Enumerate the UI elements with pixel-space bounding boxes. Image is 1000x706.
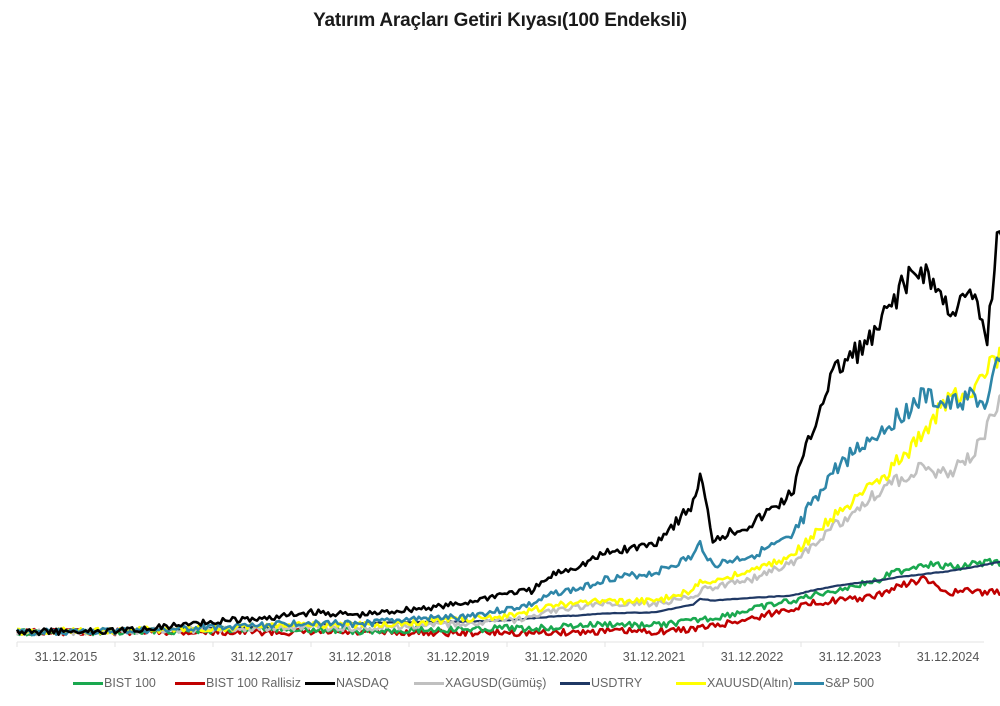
x-axis-label: 31.12.2016: [132, 650, 196, 664]
legend-swatch-icon: [73, 681, 103, 685]
x-axis-label: 31.12.2022: [720, 650, 784, 664]
chart-title: Yatırım Araçları Getiri Kıyası(100 Endek…: [313, 10, 687, 31]
series-line-xagusd: [16, 393, 1000, 637]
legend-item-nasdaq: NASDAQ: [305, 676, 389, 690]
legend-swatch-icon: [560, 681, 590, 685]
legend-item-sp500: S&P 500: [794, 676, 874, 690]
legend-item-usdtry: USDTRY: [560, 676, 642, 690]
legend-label: S&P 500: [825, 676, 875, 690]
legend-swatch-icon: [305, 681, 335, 685]
x-axis-label: 31.12.2015: [34, 650, 98, 664]
x-axis-ticks: [16, 642, 900, 647]
legend-swatch-icon: [414, 681, 444, 685]
legend-swatch-icon: [794, 681, 824, 685]
legend-label: BIST 100 Rallisiz: [206, 676, 301, 690]
series-lines: [15, 230, 1000, 638]
legend-item-xauusd: XAUUSD(Altın): [676, 676, 792, 690]
legend-item-bist100: BIST 100: [73, 676, 156, 690]
x-axis-label: 31.12.2020: [524, 650, 588, 664]
x-axis-label: 31.12.2018: [328, 650, 392, 664]
x-axis-label: 31.12.2019: [426, 650, 490, 664]
legend-item-bist100-rallisiz: BIST 100 Rallisiz: [175, 676, 301, 690]
x-axis-label: 31.12.2021: [622, 650, 686, 664]
legend-swatch-icon: [175, 681, 205, 685]
series-line-sp500: [16, 356, 1000, 637]
chart-legend: BIST 100 BIST 100 Rallisiz NASDAQ XAGUSD(Gü…: [0, 676, 1000, 696]
x-axis-labels: 31.12.2015 31.12.2016 31.12.2017 31.12.2018…: [0, 650, 1000, 670]
x-axis-label: 31.12.2023: [818, 650, 882, 664]
legend-item-xagusd: XAGUSD(Gümüş): [414, 676, 546, 690]
legend-swatch-icon: [676, 681, 706, 685]
legend-label: XAUUSD(Altın): [707, 676, 793, 690]
legend-label: USDTRY: [591, 676, 643, 690]
series-line-nasdaq: [15, 230, 1000, 637]
legend-label: XAGUSD(Gümüş): [445, 676, 547, 690]
legend-label: NASDAQ: [336, 676, 389, 690]
x-axis-label: 31.12.2024: [916, 650, 980, 664]
x-axis-label: 31.12.2017: [230, 650, 294, 664]
legend-label: BIST 100: [104, 676, 156, 690]
